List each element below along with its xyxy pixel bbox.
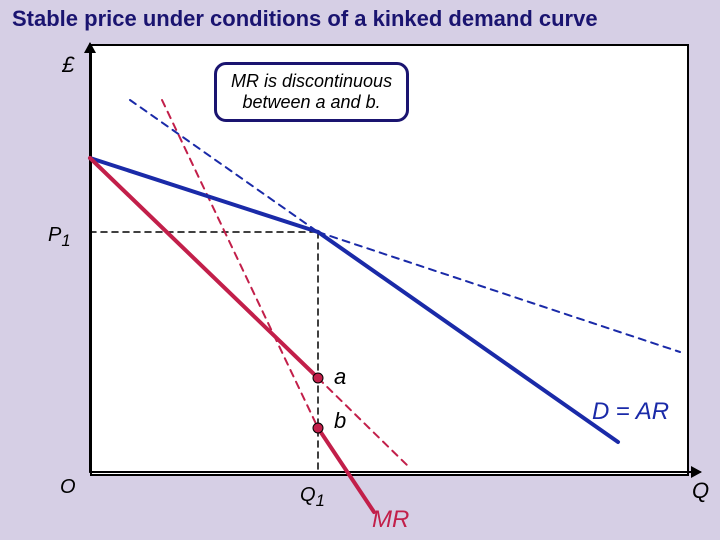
quantity-q1-label: Q1 [300,484,325,511]
point-b-label: b [334,408,346,434]
callout-box: MR is discontinuous between a and b. [214,62,409,122]
callout-line: between a and b. [231,92,392,113]
demand-ar-label: D = AR [592,398,669,426]
origin-label: O [60,476,76,499]
dar-d: D [592,398,616,425]
point-a-label: a [334,364,346,390]
callout-line: MR is discontinuous [231,71,392,92]
price-p1-label: P1 [48,224,71,251]
mr-curve-label: MR [372,506,409,534]
q1-text: Q [300,484,316,506]
p1-sub: 1 [61,231,70,250]
q1-sub: 1 [316,491,325,510]
p1-text: P [48,224,61,246]
dar-eq: = [616,398,630,425]
x-axis-label: Q [692,478,709,504]
dar-ar: AR [630,398,669,425]
y-axis-label: £ [62,52,74,78]
